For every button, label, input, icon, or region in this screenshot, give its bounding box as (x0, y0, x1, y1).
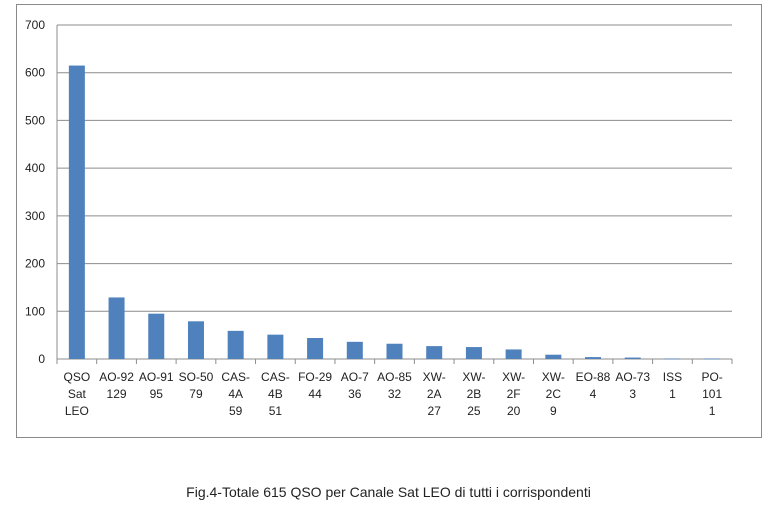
x-label-1-line-0: AO-92 (99, 370, 134, 384)
x-label-3-line-1: 79 (189, 387, 203, 401)
bar-14 (624, 357, 641, 359)
x-label-6-line-1: 44 (308, 387, 322, 401)
bar-1 (108, 297, 125, 359)
x-label-0-line-2: LEO (65, 404, 89, 418)
x-label-11-line-0: XW- (502, 370, 525, 384)
x-label-9-line-1: 2A (427, 387, 442, 401)
y-tick-label-400: 400 (25, 161, 45, 175)
x-label-0-line-1: Sat (68, 387, 87, 401)
bar-10 (465, 347, 482, 359)
bar-11 (505, 349, 522, 359)
x-label-5-line-0: CAS- (261, 370, 290, 384)
x-label-5-line-2: 51 (269, 404, 283, 418)
x-label-2-line-0: AO-91 (139, 370, 174, 384)
x-label-5-line-1: 4B (268, 387, 283, 401)
bar-6 (307, 338, 324, 359)
y-tick-label-500: 500 (25, 113, 45, 127)
y-tick-label-100: 100 (25, 304, 45, 318)
x-label-4-line-2: 59 (229, 404, 243, 418)
x-label-15-line-1: 1 (669, 387, 676, 401)
x-label-4-line-1: 4A (228, 387, 243, 401)
x-label-16-line-0: PO- (701, 370, 722, 384)
x-label-8-line-1: 32 (388, 387, 402, 401)
bar-12 (545, 354, 562, 359)
x-label-9-line-2: 27 (428, 404, 442, 418)
bar-16 (704, 358, 721, 360)
x-label-11-line-2: 20 (507, 404, 521, 418)
x-label-3-line-0: SO-50 (179, 370, 214, 384)
chart-frame: 0 100 200 300 400 500 600 700 QSO Sat LEO AO-92 129 A… (16, 4, 762, 438)
x-label-16-line-2: 1 (709, 404, 716, 418)
bar-13 (585, 357, 602, 359)
x-label-12-line-2: 9 (550, 404, 557, 418)
figure-caption: Fig.4-Totale 615 QSO per Canale Sat LEO … (186, 484, 591, 500)
y-tick-label-600: 600 (25, 66, 45, 80)
bar-2 (148, 313, 165, 359)
y-tick-label-200: 200 (25, 257, 45, 271)
bar-15 (664, 358, 681, 360)
y-tick-label-300: 300 (25, 209, 45, 223)
x-label-13-line-0: EO-88 (576, 370, 611, 384)
x-label-11-line-1: 2F (507, 387, 521, 401)
x-label-13-line-1: 4 (590, 387, 597, 401)
x-label-1-line-1: 129 (107, 387, 127, 401)
x-label-8-line-0: AO-85 (377, 370, 412, 384)
bar-chart: 0 100 200 300 400 500 600 700 QSO Sat LEO AO-92 129 A… (25, 18, 733, 418)
x-label-10-line-0: XW- (462, 370, 485, 384)
x-label-14-line-0: AO-73 (615, 370, 650, 384)
bar-4 (227, 330, 244, 359)
x-label-2-line-1: 95 (150, 387, 164, 401)
x-label-15-line-0: ISS (663, 370, 682, 384)
x-label-4-line-0: CAS- (221, 370, 250, 384)
x-label-14-line-1: 3 (629, 387, 636, 401)
bar-9 (426, 346, 443, 359)
x-label-6-line-0: FO-29 (298, 370, 332, 384)
x-label-10-line-1: 2B (467, 387, 482, 401)
x-label-9-line-0: XW- (423, 370, 446, 384)
bar-3 (187, 321, 204, 359)
bar-8 (386, 343, 403, 359)
x-label-12-line-1: 2C (546, 387, 562, 401)
x-label-7-line-0: AO-7 (341, 370, 369, 384)
x-label-10-line-2: 25 (467, 404, 481, 418)
x-label-7-line-1: 36 (348, 387, 362, 401)
bar-5 (267, 334, 284, 359)
x-label-0-line-0: QSO (64, 370, 91, 384)
x-label-16-line-1: 101 (702, 387, 722, 401)
x-label-12-line-0: XW- (542, 370, 565, 384)
y-tick-label-0: 0 (38, 352, 45, 366)
bar-0 (68, 65, 85, 360)
y-tick-label-700: 700 (25, 18, 45, 32)
bar-7 (346, 341, 363, 359)
